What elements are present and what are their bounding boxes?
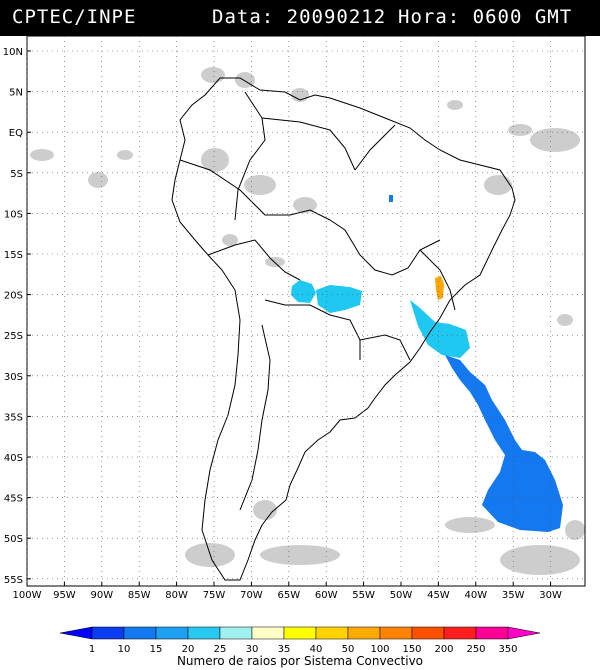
lon-label: 70W [240,590,263,601]
south-america-outline [171,77,516,581]
lon-label: 75W [203,590,226,601]
legend-tick-label: 200 [434,644,453,655]
color-legend-bar [59,626,541,640]
legend-swatch [347,626,381,640]
system-paraguay-central [316,285,362,313]
legend-tick-label: 30 [246,644,259,655]
legend-tick-label: 25 [214,644,227,655]
lat-label: 30S [4,372,23,383]
lat-label: 20S [4,291,23,302]
system-south-atlantic [445,355,563,532]
lon-label: 95W [53,590,76,601]
legend-swatch [187,626,221,640]
legend-tick-label: 250 [466,644,485,655]
date-label: Data: 20090212 [212,6,387,28]
legend-swatch [123,626,157,640]
lon-label: 60W [315,590,338,601]
cloud-cover [30,67,585,575]
legend-swatch [219,626,253,640]
lat-label: 10N [3,47,23,58]
lat-label: 5N [9,88,23,99]
legend-swatch [315,626,349,640]
legend-tick-label: 150 [402,644,421,655]
lat-label: 45S [4,494,23,505]
legend-swatch [443,626,477,640]
legend-swatch [155,626,189,640]
system-mg-orange [435,276,444,300]
lat-label: 25S [4,331,23,342]
legend-swatch [475,626,509,640]
lat-label: 50S [4,534,23,545]
legend-tick-label: 40 [310,644,323,655]
longitude-labels: 100W 95W 90W 85W 80W 75W 70W 65W 60W 55W 50W 45W 40W… [13,590,563,601]
lat-label: 10S [4,209,23,220]
lon-label: 50W [390,590,413,601]
legend-title: Numero de raios por Sistema Convectivo [176,654,424,668]
legend-tick-label: 1 [89,644,95,655]
legend-tick-label: 350 [498,644,517,655]
lon-label: 85W [128,590,151,601]
lon-label: 100W [13,590,42,601]
convective-systems [291,195,563,532]
lon-label: 30W [539,590,562,601]
legend-tick-label: 100 [370,644,389,655]
lat-label: 40S [4,453,23,464]
lat-lon-grid [26,36,585,586]
legend-swatch [507,626,541,640]
lon-label: 55W [352,590,375,601]
legend-tick-label: 50 [342,644,355,655]
legend-swatch [59,626,93,640]
lat-label: EQ [9,128,23,139]
lon-label: 65W [277,590,300,601]
lat-label: 55S [4,575,23,586]
legend-tick-label: 35 [278,644,291,655]
legend-tick-label: 20 [182,644,195,655]
lon-label: 45W [427,590,450,601]
color-legend-ticks: 1 10 15 20 25 30 35 40 50 100 150 200 250 350 [89,644,518,655]
legend-swatch [379,626,413,640]
lat-label: 35S [4,412,23,423]
time-label: Hora: 0600 GMT [398,6,573,28]
latitude-labels: 10N 5N EQ 5S 10S 15S 20S 25S 30S 35S 40S 45S 50S 55S [3,47,23,586]
legend-swatch [251,626,285,640]
legend-tick-label: 15 [150,644,163,655]
lon-label: 80W [165,590,188,601]
lat-label: 5S [10,169,23,180]
legend-swatch [411,626,445,640]
legend-swatch [91,626,125,640]
source-label: CPTEC/INPE [12,6,137,28]
country-borders [171,77,516,581]
lon-label: 40W [464,590,487,601]
lat-label: 15S [4,250,23,261]
system-brazil-small [389,195,393,202]
map-header: CPTEC/INPE Data: 20090212 Hora: 0600 GMT [0,0,600,36]
system-sp-coast [410,300,470,358]
lon-label: 35W [502,590,525,601]
legend-tick-label: 10 [118,644,131,655]
legend-swatch [283,626,317,640]
lon-label: 90W [90,590,113,601]
system-paraguay-west [291,280,316,303]
